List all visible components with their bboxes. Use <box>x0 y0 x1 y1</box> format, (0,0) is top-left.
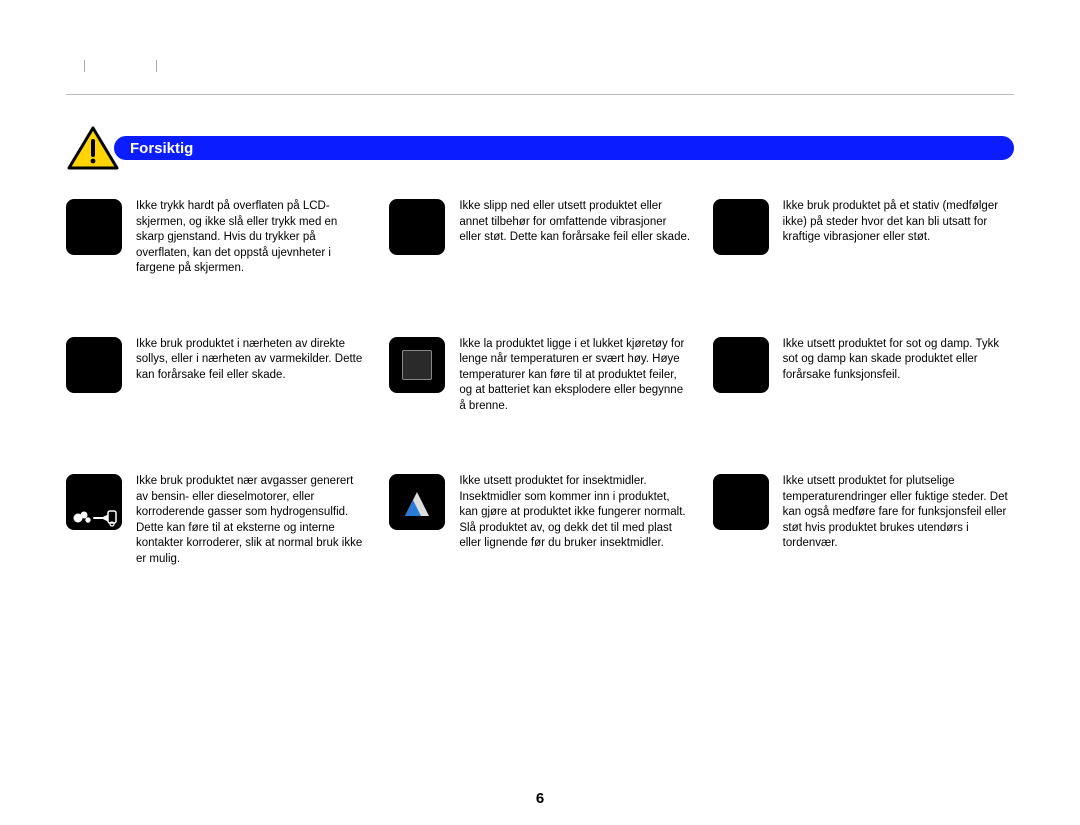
header-mark <box>156 60 157 72</box>
warning-triangle-icon <box>66 125 120 171</box>
caution-icon <box>389 474 445 530</box>
caution-icon <box>713 474 769 530</box>
caution-icon <box>713 337 769 393</box>
caution-icon <box>66 474 122 530</box>
caution-item: Ikke utsett produktet for insektmidler. … <box>389 474 690 567</box>
caution-icon <box>713 199 769 255</box>
caution-bar: Forsiktig <box>114 136 1014 160</box>
caution-text: Ikke utsett produktet for plutselige tem… <box>783 474 1014 552</box>
page-number: 6 <box>0 790 1080 807</box>
header-rule <box>66 94 1014 95</box>
caution-item: Ikke bruk produktet nær avgasser generer… <box>66 474 367 567</box>
caution-icon <box>389 199 445 255</box>
caution-text: Ikke bruk produktet på et stativ (medføl… <box>783 199 1014 246</box>
caution-item: Ikke bruk produktet på et stativ (medføl… <box>713 199 1014 277</box>
caution-text: Ikke utsett produktet for insektmidler. … <box>459 474 690 552</box>
header-marks <box>66 60 1014 88</box>
caution-text: Ikke utsett produktet for sot og damp. T… <box>783 337 1014 384</box>
exhaust-icon <box>66 474 122 530</box>
caution-text: Ikke bruk produktet nær avgasser generer… <box>136 474 367 567</box>
caution-text: Ikke slipp ned eller utsett produktet el… <box>459 199 690 246</box>
page: Forsiktig Ikke trykk hardt på overflaten… <box>0 0 1080 567</box>
caution-item: Ikke trykk hardt på overflaten på LCD-sk… <box>66 199 367 277</box>
caution-item: Ikke utsett produktet for sot og damp. T… <box>713 337 1014 415</box>
vehicle-window-icon <box>402 350 432 380</box>
caution-text: Ikke trykk hardt på overflaten på LCD-sk… <box>136 199 367 277</box>
caution-text: Ikke la produktet ligge i et lukket kjør… <box>459 337 690 415</box>
caution-banner: Forsiktig <box>66 125 1014 171</box>
caution-text: Ikke bruk produktet i nærheten av direkt… <box>136 337 367 384</box>
caution-item: Ikke bruk produktet i nærheten av direkt… <box>66 337 367 415</box>
caution-item: Ikke slipp ned eller utsett produktet el… <box>389 199 690 277</box>
caution-item: Ikke la produktet ligge i et lukket kjør… <box>389 337 690 415</box>
caution-grid: Ikke trykk hardt på overflaten på LCD-sk… <box>66 199 1014 567</box>
spray-icon <box>389 474 445 530</box>
caution-label: Forsiktig <box>130 140 193 157</box>
caution-icon <box>66 199 122 255</box>
caution-icon <box>389 337 445 393</box>
caution-item: Ikke utsett produktet for plutselige tem… <box>713 474 1014 567</box>
header-mark <box>84 60 85 72</box>
caution-icon <box>66 337 122 393</box>
